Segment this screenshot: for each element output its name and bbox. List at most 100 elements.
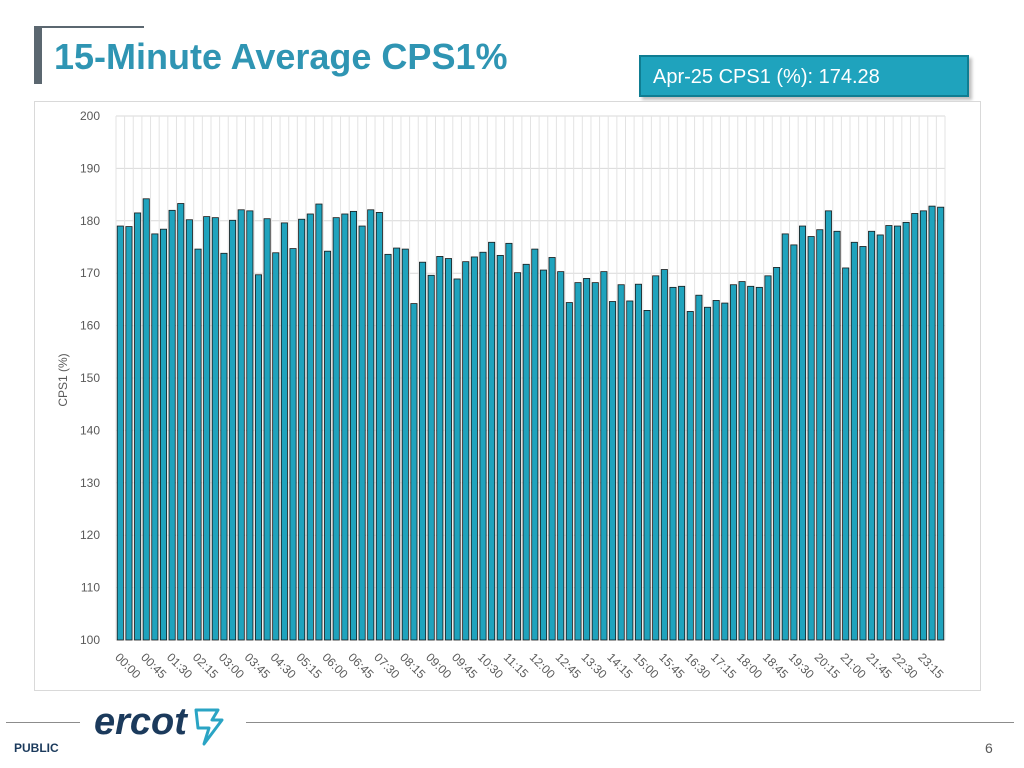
bar-0745 <box>384 253 392 641</box>
bar-1600 <box>669 286 677 641</box>
x-tick-label: 12:00 <box>527 650 558 681</box>
bar-1715 <box>712 300 720 641</box>
y-tick-label: 100 <box>80 633 100 647</box>
x-tick-label: 21:45 <box>863 650 894 681</box>
bar-2330 <box>928 205 936 641</box>
x-tick-label: 17:15 <box>708 650 739 681</box>
bar-1400 <box>600 271 608 641</box>
x-tick-label: 11:15 <box>501 650 532 681</box>
ercot-logo-text: ercot <box>94 701 188 743</box>
x-tick-label: 22:30 <box>889 650 920 681</box>
bar-0515 <box>298 218 306 641</box>
x-tick-label: 18:45 <box>760 650 791 681</box>
bar-2145 <box>868 230 876 641</box>
x-tick-label: 21:00 <box>838 650 869 681</box>
summary-box: Apr-25 CPS1 (%): 174.28 <box>639 55 969 97</box>
bar-0930 <box>444 258 452 641</box>
bar-0300 <box>220 252 228 641</box>
bar-0845 <box>419 261 427 641</box>
bar-1145 <box>522 263 530 641</box>
bar-0700 <box>358 225 366 641</box>
bar-0345 <box>246 210 254 641</box>
bar-2200 <box>876 234 884 641</box>
bar-2345 <box>937 206 945 641</box>
y-tick-labels: 100 110 120 130 140 150 160 170 180 190 200 <box>80 109 100 647</box>
x-tick-label: 19:30 <box>786 650 817 681</box>
bar-1745 <box>729 284 737 641</box>
page-number: 6 <box>985 740 993 756</box>
bar-1700 <box>704 306 712 641</box>
bar-1445 <box>626 300 634 641</box>
bar-2045 <box>833 230 841 641</box>
y-tick-label: 150 <box>80 371 100 385</box>
bar-1530 <box>652 275 660 641</box>
bar-0415 <box>263 218 271 641</box>
bar-1430 <box>617 284 625 641</box>
bar-0115 <box>159 228 168 641</box>
bar-1900 <box>773 267 781 641</box>
gridlines <box>115 115 946 641</box>
title-accent-bar <box>34 26 42 84</box>
bar-0615 <box>332 217 340 641</box>
bar-0630 <box>341 213 349 641</box>
bar-2215 <box>885 225 893 641</box>
title-rule <box>42 26 144 28</box>
bar-0045 <box>142 198 150 641</box>
bar-1000 <box>462 261 470 641</box>
x-tick-label: 14:15 <box>604 650 635 681</box>
bar-1800 <box>738 281 746 641</box>
x-tick-label: 18:00 <box>734 650 765 681</box>
bar-0800 <box>393 247 401 641</box>
bar-2115 <box>850 241 858 641</box>
bar-0000 <box>116 225 124 641</box>
bar-0915 <box>436 256 444 641</box>
y-tick-label: 190 <box>80 161 100 175</box>
bar-1630 <box>686 311 694 641</box>
x-tick-label: 06:00 <box>319 650 350 681</box>
footer-rule-right <box>246 722 1014 723</box>
bar-0100 <box>151 233 159 641</box>
bar-2230 <box>893 225 902 641</box>
footer-public-label: PUBLIC <box>14 741 59 755</box>
bar-2100 <box>842 267 850 641</box>
bar-0315 <box>229 219 237 641</box>
x-tick-label: 15:00 <box>630 650 661 681</box>
bar-1730 <box>721 302 729 641</box>
x-tick-label: 06:45 <box>345 650 376 681</box>
bar-1500 <box>634 283 642 641</box>
bar-0715 <box>367 209 375 641</box>
x-tick-labels: 00:0000:4501:3002:1503:0003:4504:3005:15… <box>112 650 946 681</box>
bar-1330 <box>583 278 591 641</box>
x-tick-label: 05:15 <box>294 650 325 681</box>
bar-0400 <box>254 274 262 641</box>
x-tick-label: 08:15 <box>397 650 428 681</box>
bar-1415 <box>609 301 617 641</box>
bar-1345 <box>591 282 599 641</box>
bar-2000 <box>807 236 815 641</box>
bar-0030 <box>134 212 142 641</box>
bar-0245 <box>211 217 219 641</box>
bar-0200 <box>185 219 193 641</box>
bar-2315 <box>919 210 927 641</box>
bar-0430 <box>272 252 280 641</box>
bar-1015 <box>470 256 478 641</box>
bar-0015 <box>125 226 133 641</box>
y-tick-label: 200 <box>80 109 100 123</box>
slide-title: 15-Minute Average CPS1% <box>54 36 508 77</box>
bar-0500 <box>289 248 297 641</box>
bar-0815 <box>401 248 409 641</box>
x-tick-label: 16:30 <box>682 650 713 681</box>
chart-frame: 100 110 120 130 140 150 160 170 180 190 200 00:00 0… <box>34 101 981 691</box>
y-tick-label: 160 <box>80 319 100 333</box>
bar-1830 <box>755 286 763 641</box>
x-tick-label: 01:30 <box>164 650 195 681</box>
bar-0445 <box>280 222 288 641</box>
bar-1200 <box>531 248 539 641</box>
y-axis-title: CPS1 (%) <box>56 353 70 406</box>
x-tick-label: 00:45 <box>138 650 169 681</box>
bar-0330 <box>237 209 245 641</box>
x-tick-label: 09:00 <box>423 650 454 681</box>
x-tick-label: 09:45 <box>449 650 480 681</box>
bar-2130 <box>859 246 867 641</box>
bar-2245 <box>902 221 910 641</box>
